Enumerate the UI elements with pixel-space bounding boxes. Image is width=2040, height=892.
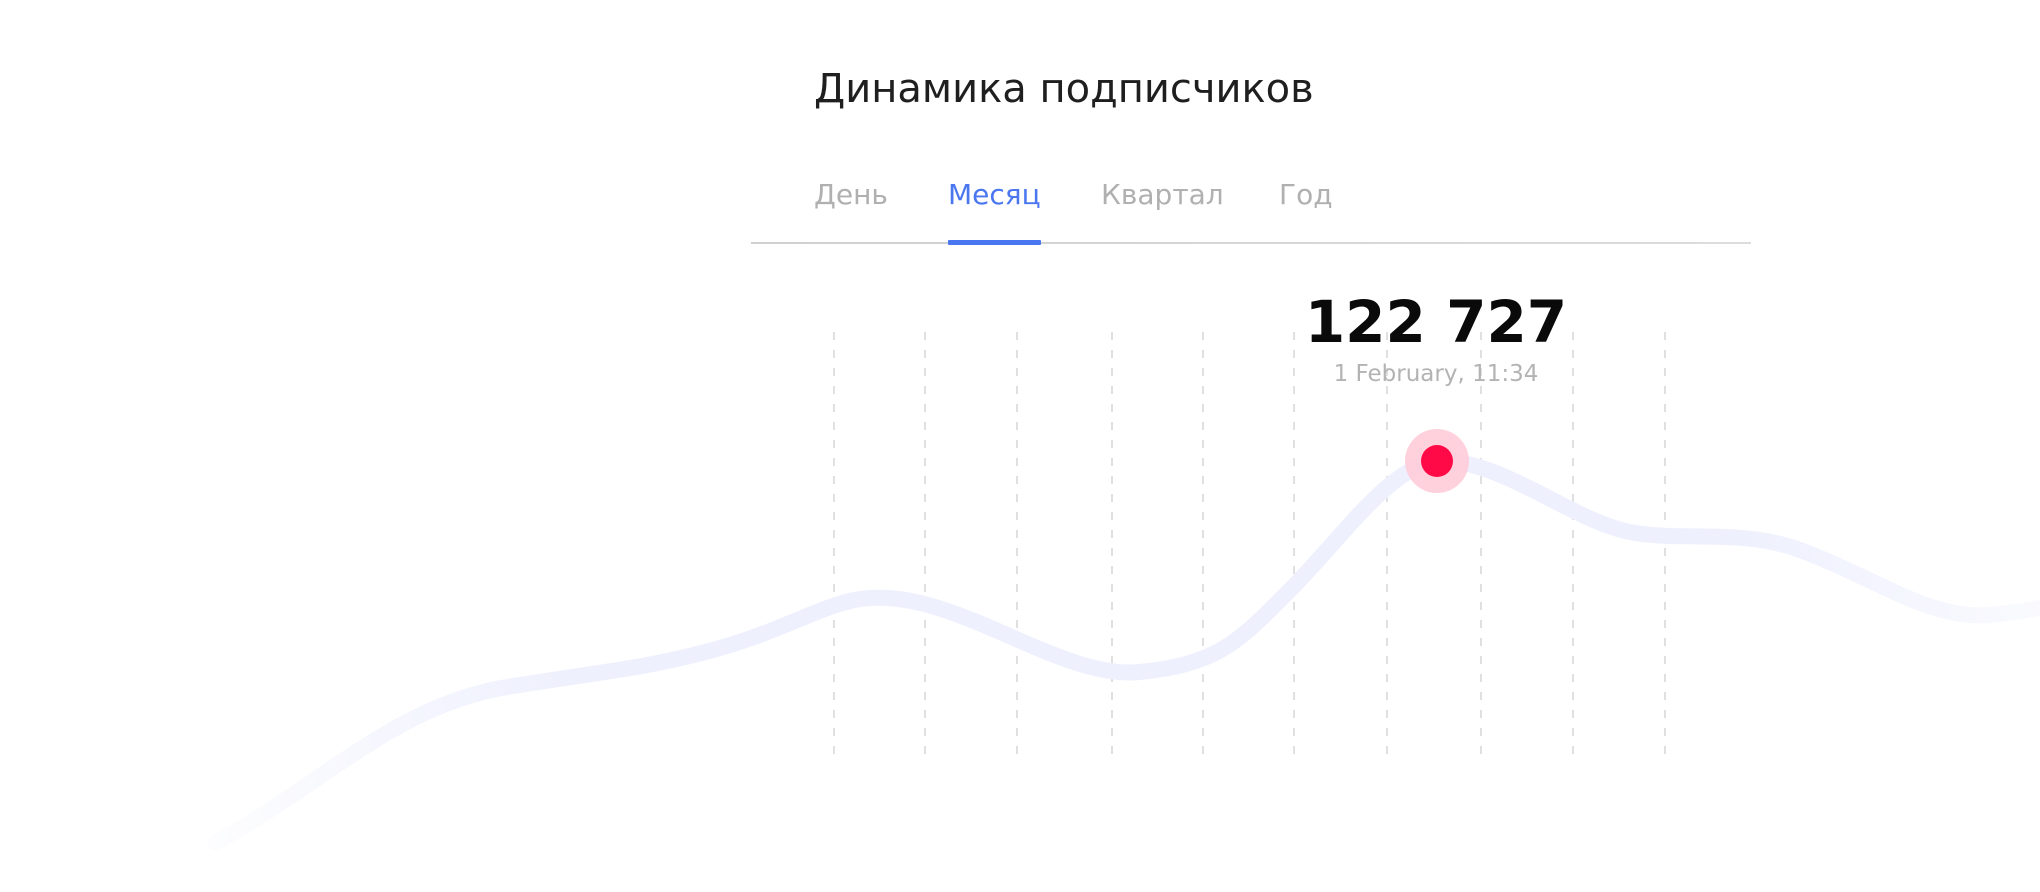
tabs-divider <box>751 242 1751 244</box>
tab-day[interactable]: День <box>814 178 888 211</box>
chart-line <box>207 452 2040 851</box>
tab-year[interactable]: Год <box>1279 178 1333 211</box>
highlight-point[interactable] <box>1421 445 1453 477</box>
highlight-date: 1 February, 11:34 <box>1333 361 1539 387</box>
period-tabs: День Месяц Квартал Год <box>751 178 1751 245</box>
highlight-value: 122 727 <box>1304 288 1568 356</box>
tab-month[interactable]: Месяц <box>948 178 1041 245</box>
page-title: Динамика подписчиков <box>814 66 1314 112</box>
tab-quarter[interactable]: Квартал <box>1101 178 1224 211</box>
